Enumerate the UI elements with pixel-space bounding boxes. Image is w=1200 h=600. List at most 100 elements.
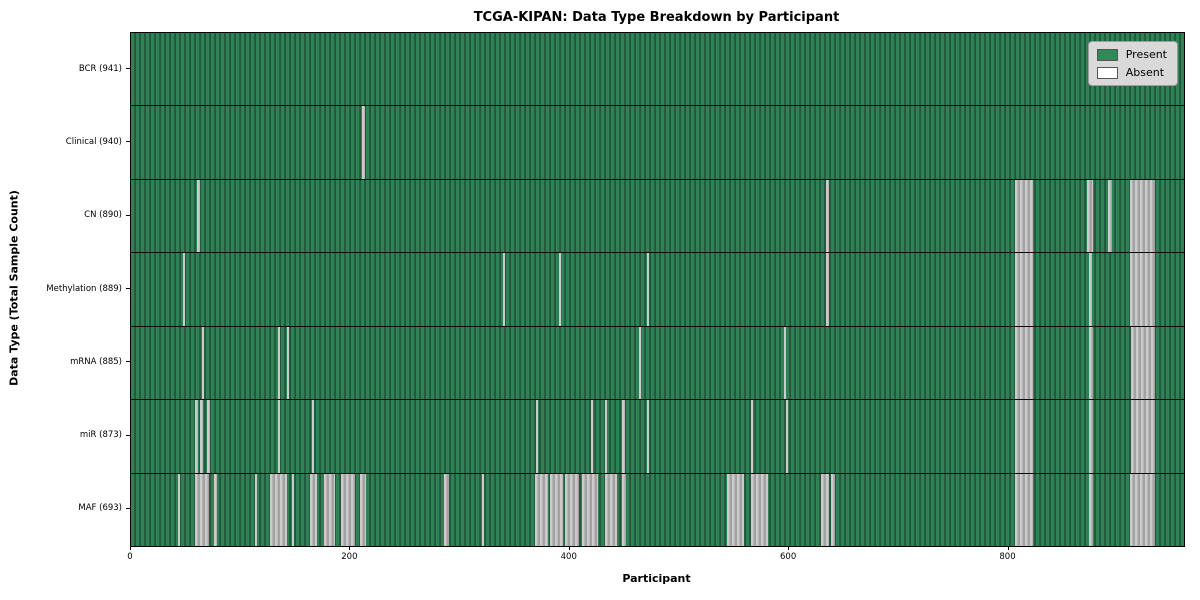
y-tick-label: Methylation (889) [46,283,122,294]
absent-stripe [646,253,649,326]
absent-stripe [214,473,217,546]
absent-stripe [194,473,209,546]
x-tick-mark [1007,546,1009,550]
x-tick-mark [349,546,351,550]
absent-stripe [360,473,366,546]
y-tick-label: CN (890) [84,210,122,221]
absent-stripe [286,326,289,400]
legend: Present Absent [1087,41,1178,86]
absent-stripe [178,473,181,546]
absent-stripe [202,326,205,400]
absent-stripe [1130,179,1156,253]
x-tick-mark [568,546,570,550]
absent-stripe [1088,326,1093,400]
absent-stripe [565,473,579,546]
absent-stripe [783,326,786,400]
absent-stripe [604,400,608,473]
absent-stripe [270,473,287,546]
heatmap-row-MAF [131,473,1184,546]
absent-stripe [277,400,281,473]
absent-stripe [1015,326,1033,400]
absent-stripe [182,253,185,326]
absent-stripe [750,400,753,473]
x-tick-label: 200 [341,552,358,562]
y-tick-mark [126,434,130,436]
heatmap-rows [131,33,1184,546]
absent-stripe [590,400,593,473]
x-axis-label: Participant [622,572,691,585]
absent-stripe [638,326,642,400]
legend-item-absent: Absent [1096,66,1167,79]
absent-stripe [1015,253,1033,326]
absent-stripe [581,473,599,546]
absent-stripe [311,400,315,473]
absent-stripe [502,253,506,326]
y-tick-mark [126,507,130,509]
absent-stripe [443,473,450,546]
x-tick-label: 800 [999,552,1016,562]
absent-stripe [1015,400,1033,473]
y-tick-label: Clinical (940) [65,136,122,147]
heatmap-row-CN [131,179,1184,254]
legend-swatch-present [1096,48,1118,61]
y-tick-mark [126,214,130,216]
absent-stripe [254,473,258,546]
heatmap-row-Clinical [131,106,1184,180]
absent-stripe [206,400,210,473]
absent-stripe [534,473,548,546]
absent-stripe [785,400,789,473]
absent-stripe [830,473,836,546]
absent-stripe [196,179,201,253]
legend-item-present: Present [1096,48,1167,61]
absent-stripe [1088,400,1093,473]
y-tick-label: MAF (693) [78,503,122,514]
absent-stripe [1131,400,1156,473]
absent-stripe [340,473,355,546]
absent-stripe [1130,473,1156,546]
y-tick-mark [126,141,130,143]
absent-stripe [1108,179,1112,253]
heatmap-row-Methylation [131,253,1184,327]
y-tick-label: mRNA (885) [70,356,122,367]
y-tick-label: miR (873) [79,430,122,441]
absent-stripe [622,473,626,546]
absent-stripe [1088,253,1092,326]
x-tick-mark [130,546,131,550]
legend-label: Present [1125,48,1167,61]
absent-stripe [646,400,649,473]
absent-stripe [820,473,829,546]
absent-stripe [558,253,561,326]
absent-stripe [1131,326,1156,400]
absent-stripe [200,400,204,473]
absent-stripe [1088,473,1093,546]
absent-stripe [1015,179,1033,253]
absent-stripe [726,473,745,546]
y-tick-mark [126,288,130,289]
absent-stripe [826,179,829,253]
chart-title: TCGA-KIPAN: Data Type Breakdown by Parti… [473,10,840,25]
y-tick-mark [126,361,130,363]
heatmap-row-miR [131,400,1184,474]
x-tick-label: 400 [560,552,577,562]
absent-stripe [604,473,617,546]
absent-stripe [750,473,769,546]
x-tick-label: 0 [127,552,133,562]
absent-stripe [550,473,564,546]
absent-stripe [362,106,365,179]
absent-stripe [622,400,625,473]
absent-stripe [826,253,829,326]
absent-stripe [535,400,538,473]
absent-stripe [309,473,318,546]
x-tick-label: 600 [780,552,797,562]
absent-stripe [1087,179,1093,253]
absent-stripe [1130,253,1156,326]
heatmap-row-mRNA [131,326,1184,401]
legend-swatch-absent [1096,66,1118,79]
absent-stripe [1015,473,1033,546]
x-tick-mark [788,546,790,550]
heatmap-row-BCR [131,33,1184,107]
plot-area: Present Absent [130,32,1185,547]
y-tick-label: BCR (941) [78,63,122,74]
absent-stripe [482,473,485,546]
